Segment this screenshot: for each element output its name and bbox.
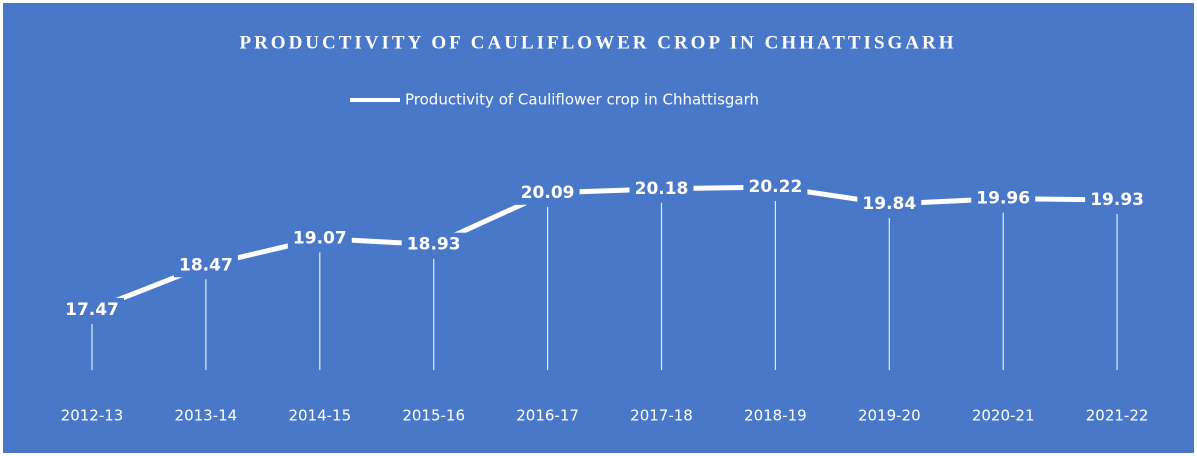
data-label: 20.09 xyxy=(521,183,575,203)
data-label-background xyxy=(743,175,808,199)
data-label-background xyxy=(629,176,694,201)
data-label: 20.18 xyxy=(635,179,689,199)
data-label: 20.22 xyxy=(749,177,803,197)
x-tick-label: 2015-16 xyxy=(402,407,465,425)
x-tick-label: 2012-13 xyxy=(61,407,124,425)
data-label-background xyxy=(287,226,352,251)
data-label: 19.07 xyxy=(293,228,347,248)
data-label-background xyxy=(60,298,124,322)
chart-title: PRODUCTIVITY OF CAULIFLOWER CROP IN CHHA… xyxy=(239,32,956,53)
data-label: 19.96 xyxy=(976,189,1030,209)
x-tick-label: 2014-15 xyxy=(288,407,351,425)
data-label-background xyxy=(1085,187,1150,212)
x-tick-label: 2017-18 xyxy=(630,407,693,425)
data-label: 18.47 xyxy=(179,255,233,275)
data-label: 19.84 xyxy=(862,194,916,214)
x-tick-label: 2016-17 xyxy=(516,407,579,425)
data-label-background xyxy=(401,232,466,257)
series-line xyxy=(91,184,1118,313)
data-label: 18.93 xyxy=(407,235,461,255)
x-tick-label: 2018-19 xyxy=(744,407,807,425)
data-label-background xyxy=(971,186,1036,211)
data-label-background xyxy=(515,180,580,205)
x-tick-label: 2019-20 xyxy=(858,407,921,425)
x-tick-label: 2013-14 xyxy=(175,407,238,425)
x-tick-label: 2020-21 xyxy=(972,407,1035,425)
legend-label: Productivity of Cauliflower crop in Chha… xyxy=(405,91,759,109)
x-tick-label: 2021-22 xyxy=(1086,407,1149,425)
data-label-background xyxy=(173,253,238,278)
data-label: 19.93 xyxy=(1090,190,1144,210)
data-label: 17.47 xyxy=(65,300,119,320)
data-label-background xyxy=(857,191,922,216)
